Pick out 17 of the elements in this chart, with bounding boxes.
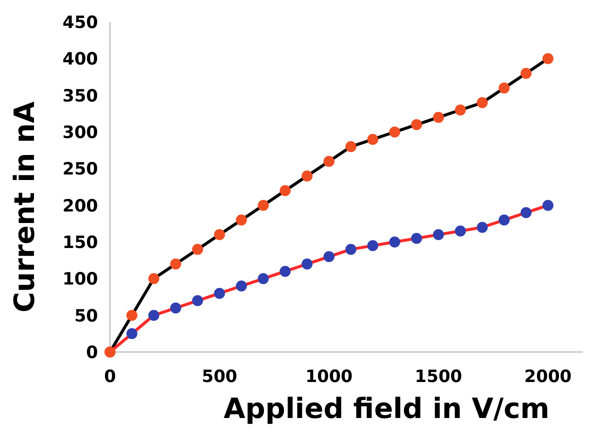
y-tick-label: 350 xyxy=(62,86,98,106)
y-tick-label: 300 xyxy=(62,122,98,143)
y-tick-label: 200 xyxy=(62,196,98,216)
y-tick-label: 400 xyxy=(62,50,98,70)
x-tick-label: 0 xyxy=(104,367,116,387)
y-tick-label: 450 xyxy=(62,12,98,33)
y-tick-label: 100 xyxy=(62,270,98,290)
x-tick-label: 1000 xyxy=(305,367,353,387)
x-tick-label: 2000 xyxy=(524,367,572,387)
y-tick-label: 50 xyxy=(74,306,98,326)
y-tick-label: 250 xyxy=(62,160,98,180)
x-tick-label: 1500 xyxy=(414,367,462,387)
y-tick-label: 150 xyxy=(62,232,98,253)
x-axis-title: Applied field in V/cm xyxy=(224,392,550,425)
y-axis-title: Current in nA xyxy=(8,101,41,313)
x-tick-label: 500 xyxy=(202,367,238,387)
y-tick-label: 0 xyxy=(86,342,98,363)
